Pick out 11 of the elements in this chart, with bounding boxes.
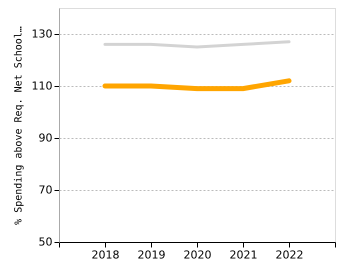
y-tick-label: 130 xyxy=(32,28,52,40)
y-tick-label: 50 xyxy=(38,236,52,248)
x-tick-label: 2020 xyxy=(184,248,212,262)
x-tick-label: 2019 xyxy=(138,248,166,262)
y-axis-title: % Spending above Req. Net School… xyxy=(14,26,25,225)
y-tick-label: 110 xyxy=(32,80,52,92)
y-tick-label: 70 xyxy=(38,184,52,196)
x-tick-label: 2018 xyxy=(92,248,120,262)
x-tick-label: 2021 xyxy=(230,248,258,262)
x-tick-label: 2022 xyxy=(276,248,304,262)
y-tick-label: 90 xyxy=(38,132,52,144)
